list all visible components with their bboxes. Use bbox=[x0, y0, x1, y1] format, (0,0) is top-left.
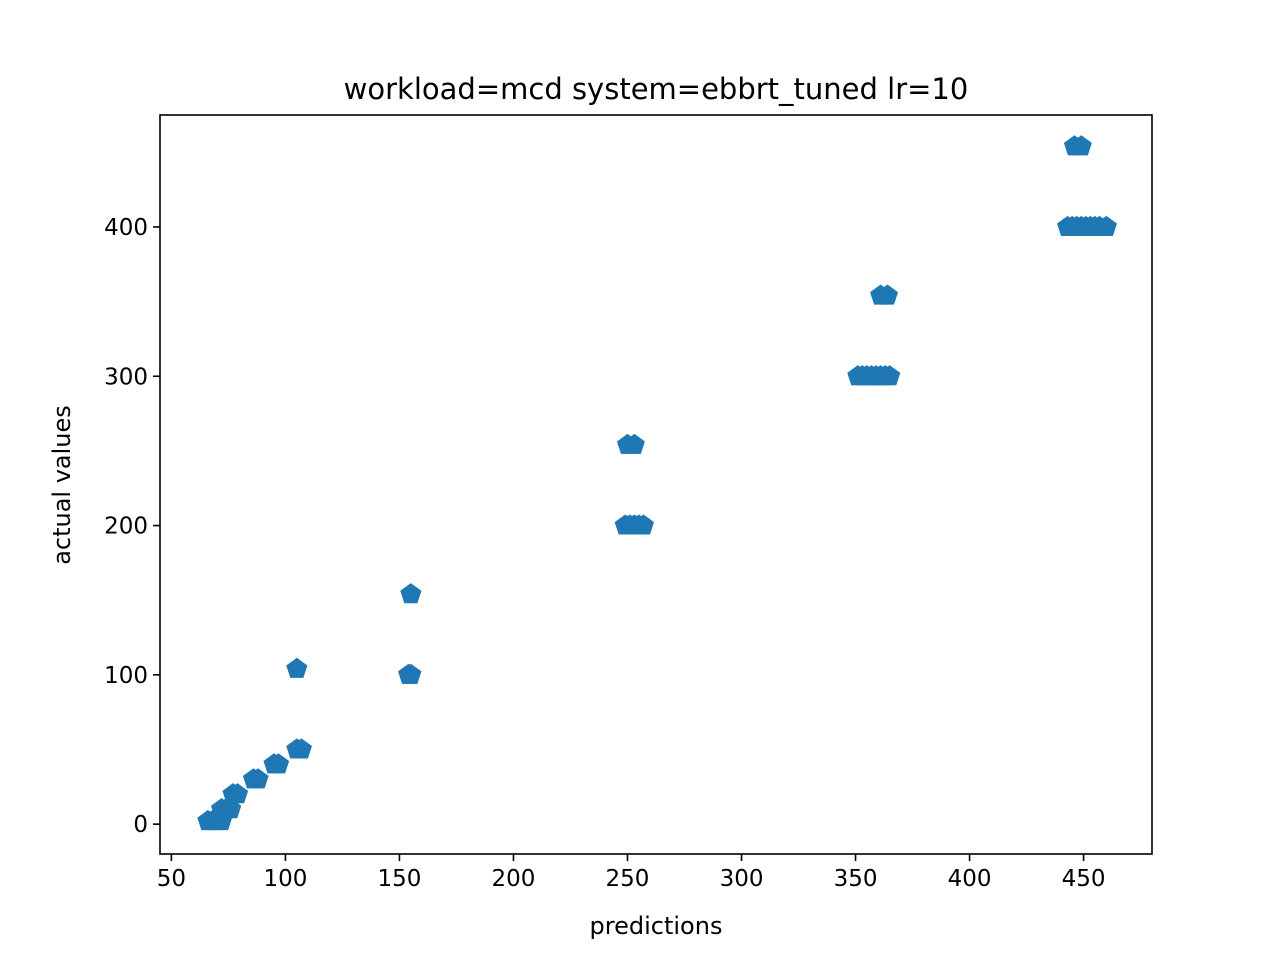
y-tick-label-100: 100 bbox=[104, 663, 148, 689]
data-point-8 bbox=[226, 783, 249, 804]
data-point-23 bbox=[632, 514, 655, 535]
y-tick-label-400: 400 bbox=[104, 215, 148, 241]
x-tick-label-250: 250 bbox=[606, 866, 650, 892]
x-tick-label-400: 400 bbox=[948, 866, 992, 892]
y-tick-label-300: 300 bbox=[104, 364, 148, 390]
data-point-46 bbox=[1070, 135, 1092, 156]
data-points bbox=[197, 135, 1117, 831]
data-point-14 bbox=[290, 738, 312, 759]
y-axis-label: actual values bbox=[48, 405, 76, 565]
data-point-10 bbox=[247, 768, 269, 789]
x-tick-label-150: 150 bbox=[377, 866, 421, 892]
data-point-17 bbox=[400, 663, 422, 684]
data-point-33 bbox=[879, 365, 901, 386]
plot-area-frame bbox=[159, 114, 1153, 855]
x-tick-label-300: 300 bbox=[720, 866, 764, 892]
x-axis-label: predictions bbox=[590, 912, 723, 940]
y-tick-label-200: 200 bbox=[104, 514, 148, 540]
y-tick-label-0: 0 bbox=[133, 812, 148, 838]
data-point-25 bbox=[623, 433, 645, 454]
x-tick-label-450: 450 bbox=[1062, 866, 1106, 892]
x-tick-label-350: 350 bbox=[834, 866, 878, 892]
chart-title: workload=mcd system=ebbrt_tuned lr=10 bbox=[344, 72, 969, 106]
data-point-6 bbox=[220, 798, 242, 819]
y-axis-ticks: 0 100 200 300 400 bbox=[104, 215, 160, 838]
data-point-35 bbox=[876, 284, 899, 305]
x-tick-label-200: 200 bbox=[492, 866, 536, 892]
data-point-18 bbox=[400, 583, 422, 604]
data-point-15 bbox=[286, 657, 308, 678]
x-tick-label-100: 100 bbox=[263, 866, 307, 892]
data-point-12 bbox=[268, 753, 290, 774]
x-tick-label-50: 50 bbox=[157, 866, 186, 892]
x-axis-ticks: 50 100 150 200 250 300 350 400 450 bbox=[157, 854, 1106, 892]
data-point-44 bbox=[1095, 215, 1117, 236]
